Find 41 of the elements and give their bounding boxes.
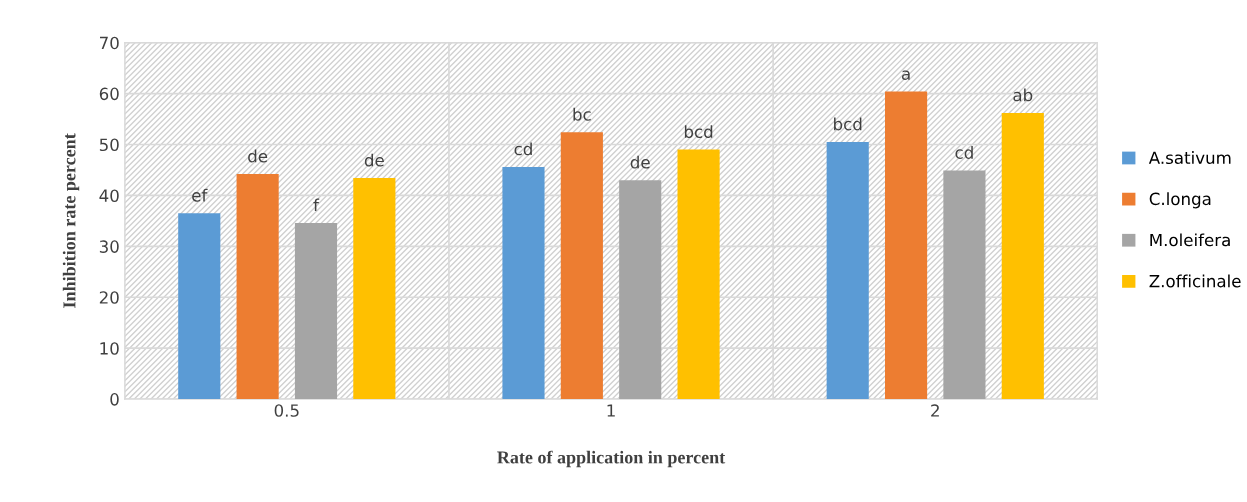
legend-label: A.sativum (1148, 151, 1231, 165)
bar (236, 174, 279, 400)
legend-label: Z.officinale (1149, 274, 1241, 288)
data-label: bc (573, 107, 591, 121)
data-label: a (901, 70, 910, 80)
y-axis-title: Inhibition rate percent (62, 133, 80, 308)
legend-label: M.oleifera (1150, 233, 1230, 247)
bar (353, 178, 396, 400)
data-label: de (630, 155, 650, 169)
bar (826, 141, 869, 400)
x-tick-label: 2 (931, 404, 939, 417)
data-label: f (313, 198, 320, 212)
bar (294, 222, 338, 400)
data-label: ab (1013, 88, 1033, 102)
data-label: de (364, 153, 384, 167)
bar (943, 170, 986, 400)
bar (885, 91, 928, 400)
y-tick-label: 60 (99, 87, 119, 101)
data-label: cd (514, 142, 532, 156)
bar (1001, 112, 1044, 400)
bar (502, 166, 545, 400)
y-tick-label: 0 (110, 393, 119, 406)
bar (677, 149, 720, 400)
data-label: cd (955, 146, 973, 159)
y-tick-label: 30 (99, 240, 119, 253)
data-label: ef (192, 188, 208, 202)
legend-label: C.longa (1149, 192, 1211, 209)
bar (619, 180, 662, 400)
data-label: bcd (684, 125, 713, 139)
bar (178, 213, 221, 400)
y-tick-label: 70 (100, 36, 119, 50)
x-axis-title: Rate of application in percent (497, 450, 726, 468)
y-tick-label: 10 (100, 342, 119, 355)
y-tick-label: 50 (99, 138, 119, 152)
y-tick-label: 40 (99, 189, 119, 202)
y-tick-label: 20 (99, 291, 119, 304)
x-tick-label: 1 (607, 404, 615, 417)
x-tick-label: 0.5 (274, 404, 299, 417)
data-label: bcd (834, 117, 862, 131)
data-label: de (248, 149, 268, 163)
bar (560, 132, 603, 400)
